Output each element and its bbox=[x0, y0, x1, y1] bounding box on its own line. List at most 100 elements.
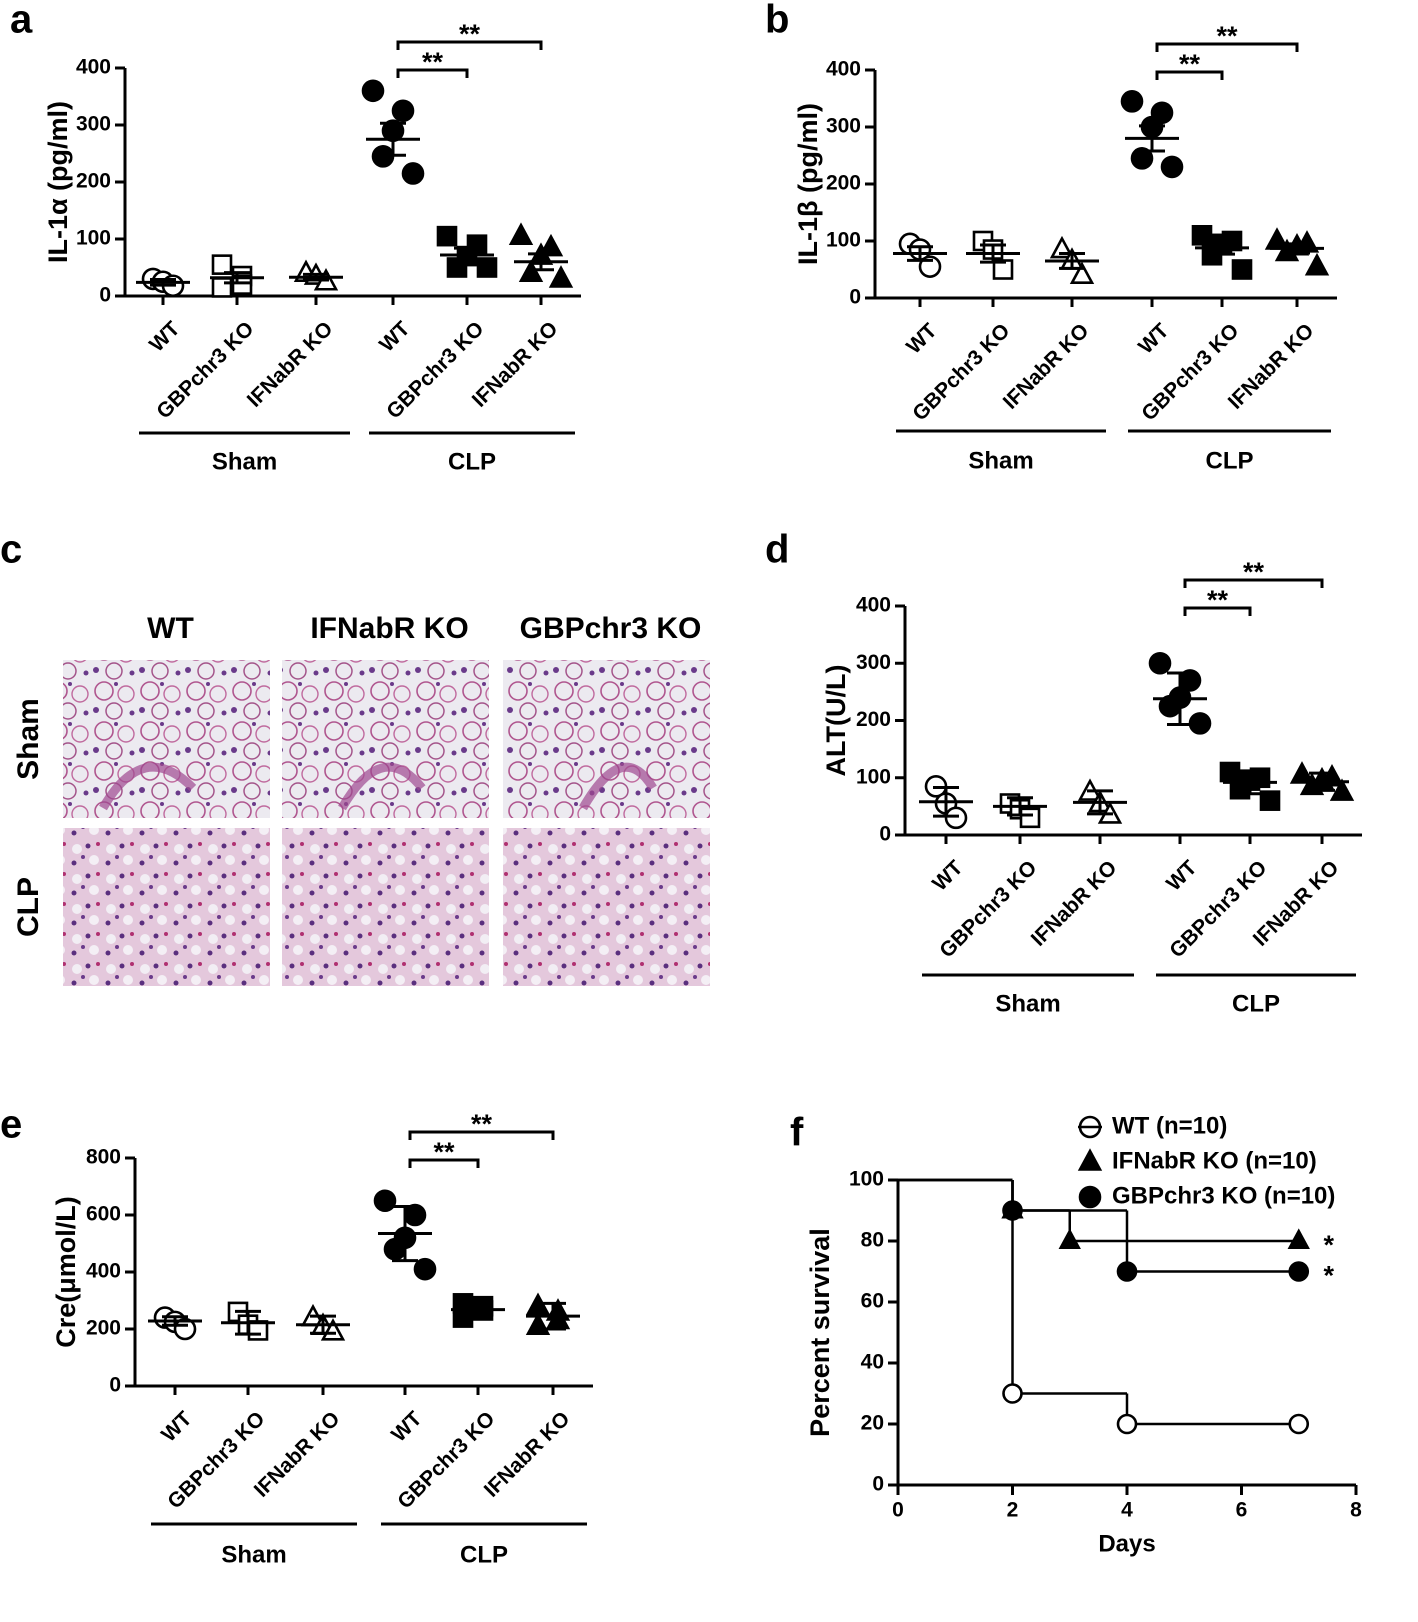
survival-point bbox=[1002, 1383, 1023, 1404]
legend-marker bbox=[1078, 1185, 1102, 1209]
column-label: WT bbox=[147, 612, 194, 645]
significance-label: ** bbox=[422, 47, 444, 77]
y-tick-label: 300 bbox=[856, 651, 891, 674]
data-point bbox=[1231, 259, 1253, 280]
x-tick-label: IFNabR KO bbox=[243, 317, 338, 412]
y-axis-label: IL-1α (pg/ml) bbox=[43, 101, 73, 263]
data-point bbox=[1130, 147, 1154, 170]
data-point bbox=[992, 259, 1014, 280]
data-point bbox=[1259, 790, 1281, 811]
group-label: CLP bbox=[460, 1541, 508, 1568]
significance-label: ** bbox=[1207, 585, 1229, 615]
significance-label: ** bbox=[1243, 557, 1265, 587]
data-point bbox=[1069, 261, 1095, 285]
significance-bracket bbox=[396, 68, 469, 78]
y-tick-label: 200 bbox=[86, 1317, 121, 1340]
data-point bbox=[401, 162, 425, 185]
y-tick-label: 60 bbox=[861, 1290, 884, 1313]
data-point bbox=[1191, 225, 1213, 246]
data-point bbox=[403, 1203, 427, 1227]
data-point bbox=[548, 265, 574, 288]
data-point bbox=[413, 1257, 437, 1281]
data-point bbox=[373, 1189, 397, 1213]
x-tick-label: 2 bbox=[1007, 1499, 1019, 1522]
y-axis-label: IL-1β (pg/ml) bbox=[793, 103, 823, 265]
panel-label: d bbox=[765, 528, 789, 572]
significance-label: * bbox=[1323, 1230, 1334, 1260]
histology-image bbox=[282, 660, 489, 818]
row-label: Sham bbox=[12, 698, 45, 780]
airway bbox=[99, 762, 197, 811]
y-tick-label: 80 bbox=[861, 1229, 884, 1252]
group-label: Sham bbox=[212, 448, 277, 475]
y-axis-label: Cre(μmol/L) bbox=[51, 1196, 81, 1348]
significance-bracket bbox=[1183, 606, 1252, 616]
y-tick-label: 0 bbox=[99, 284, 111, 307]
histology-image bbox=[503, 828, 710, 986]
data-point bbox=[1120, 90, 1144, 113]
x-tick-label: WT bbox=[375, 317, 414, 356]
y-tick-label: 400 bbox=[826, 58, 861, 81]
x-tick-label: IFNabR KO bbox=[999, 319, 1094, 414]
panel-label: e bbox=[0, 1103, 22, 1147]
data-point bbox=[1219, 761, 1241, 783]
x-tick-label: 4 bbox=[1121, 1499, 1133, 1522]
data-point bbox=[361, 79, 385, 103]
row-label: CLP bbox=[12, 877, 45, 937]
y-tick-label: 400 bbox=[86, 1260, 121, 1283]
x-tick-label: WT bbox=[928, 856, 967, 895]
airway bbox=[338, 762, 426, 811]
legend-marker bbox=[1077, 1148, 1103, 1171]
y-tick-label: 100 bbox=[76, 227, 111, 250]
y-tick-label: 600 bbox=[86, 1203, 121, 1226]
x-tick-label: WT bbox=[145, 317, 184, 356]
data-point bbox=[211, 277, 233, 298]
legend-marker bbox=[1078, 1115, 1102, 1139]
airway bbox=[579, 762, 657, 811]
significance-label: ** bbox=[471, 1109, 493, 1139]
survival-point bbox=[1002, 1200, 1023, 1221]
column-label: IFNabR KO bbox=[310, 612, 468, 645]
x-tick-label: WT bbox=[157, 1407, 196, 1446]
group-label: Sham bbox=[221, 1541, 286, 1568]
legend-label: GBPchr3 KO (n=10) bbox=[1112, 1182, 1335, 1209]
y-tick-label: 300 bbox=[76, 113, 111, 136]
y-tick-label: 100 bbox=[849, 1168, 884, 1191]
y-tick-label: 100 bbox=[826, 229, 861, 252]
significance-label: ** bbox=[433, 1137, 455, 1167]
y-tick-label: 400 bbox=[856, 594, 891, 617]
x-tick-label: 6 bbox=[1236, 1499, 1248, 1522]
data-point bbox=[436, 225, 458, 247]
y-tick-label: 200 bbox=[76, 170, 111, 193]
y-tick-label: 400 bbox=[76, 56, 111, 79]
y-tick-label: 0 bbox=[109, 1374, 121, 1397]
data-point bbox=[508, 222, 534, 245]
group-label: Sham bbox=[968, 447, 1033, 474]
x-tick-label: WT bbox=[1162, 856, 1201, 895]
x-tick-label: WT bbox=[902, 319, 941, 358]
group-label: CLP bbox=[1206, 447, 1254, 474]
survival-point bbox=[1058, 1228, 1081, 1250]
data-point bbox=[391, 99, 415, 123]
histology-image bbox=[503, 660, 710, 818]
survival-point bbox=[1116, 1413, 1138, 1435]
data-point bbox=[1019, 807, 1041, 829]
y-tick-label: 200 bbox=[826, 172, 861, 195]
panel-label: f bbox=[790, 1111, 804, 1155]
x-axis-label: Days bbox=[1098, 1530, 1155, 1557]
y-tick-label: 200 bbox=[856, 708, 891, 731]
x-tick-label: WT bbox=[387, 1407, 426, 1446]
data-point bbox=[1274, 238, 1300, 262]
y-axis-label: Percent survival bbox=[805, 1228, 835, 1437]
panel-label: c bbox=[0, 528, 22, 572]
panel-label: b bbox=[765, 0, 789, 42]
data-point bbox=[518, 259, 544, 283]
data-point bbox=[525, 1312, 551, 1335]
group-label: CLP bbox=[448, 448, 496, 475]
significance-bracket bbox=[1155, 70, 1224, 80]
y-tick-label: 800 bbox=[86, 1146, 121, 1169]
data-point bbox=[944, 806, 968, 830]
legend-label: WT (n=10) bbox=[1112, 1112, 1227, 1139]
y-axis-label: ALT(U/L) bbox=[821, 665, 851, 777]
significance-bracket bbox=[1155, 42, 1299, 52]
